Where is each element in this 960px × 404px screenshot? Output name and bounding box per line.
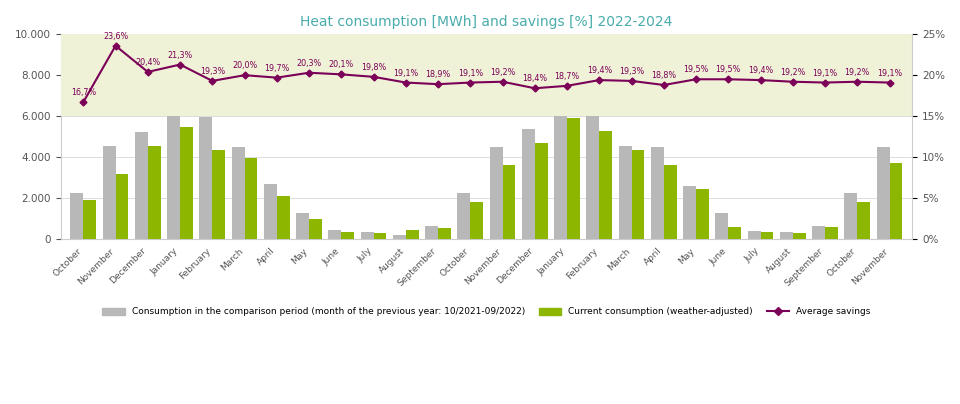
Bar	[599, 131, 612, 239]
Text: 19,3%: 19,3%	[200, 67, 225, 76]
Bar	[231, 147, 245, 239]
Text: 19,2%: 19,2%	[780, 68, 805, 77]
Text: 19,3%: 19,3%	[619, 67, 644, 76]
Bar	[490, 147, 503, 239]
Bar	[406, 230, 419, 239]
Text: 21,3%: 21,3%	[167, 50, 193, 60]
Text: 20,3%: 20,3%	[297, 59, 322, 68]
Text: 19,2%: 19,2%	[845, 68, 870, 77]
Bar	[425, 226, 438, 239]
Text: 18,8%: 18,8%	[651, 71, 677, 80]
Bar	[457, 193, 470, 239]
Bar	[567, 118, 580, 239]
Bar	[200, 117, 212, 239]
Bar	[393, 235, 406, 239]
Text: 16,7%: 16,7%	[71, 88, 96, 97]
Bar	[276, 196, 290, 239]
Text: 18,4%: 18,4%	[522, 74, 547, 83]
Text: 19,1%: 19,1%	[394, 69, 419, 78]
Text: 23,6%: 23,6%	[103, 32, 129, 41]
Bar	[328, 230, 342, 239]
Bar	[212, 150, 226, 239]
Text: 19,7%: 19,7%	[264, 64, 290, 73]
Text: 19,8%: 19,8%	[361, 63, 386, 72]
Bar	[70, 193, 84, 239]
Bar	[845, 193, 857, 239]
Bar	[729, 227, 741, 239]
Text: 20,1%: 20,1%	[328, 61, 354, 69]
Title: Heat consumption [MWh] and savings [%] 2022-2024: Heat consumption [MWh] and savings [%] 2…	[300, 15, 673, 29]
Bar	[632, 150, 644, 239]
Bar	[342, 232, 354, 239]
Bar	[438, 228, 451, 239]
Bar	[696, 189, 709, 239]
Bar	[825, 227, 838, 239]
Text: 19,5%: 19,5%	[715, 65, 741, 74]
Bar	[618, 146, 632, 239]
Bar	[890, 164, 902, 239]
Bar	[180, 127, 193, 239]
Bar	[60, 34, 912, 116]
Bar	[103, 146, 115, 239]
Bar	[651, 147, 663, 239]
Bar	[309, 219, 322, 239]
Bar	[522, 129, 535, 239]
Text: 19,4%: 19,4%	[587, 66, 612, 75]
Text: 20,0%: 20,0%	[232, 61, 257, 70]
Text: 18,7%: 18,7%	[555, 72, 580, 81]
Bar	[135, 133, 148, 239]
Bar	[115, 174, 129, 239]
Bar	[470, 202, 483, 239]
Bar	[148, 146, 160, 239]
Bar	[503, 165, 516, 239]
Bar	[264, 185, 276, 239]
Bar	[554, 98, 567, 239]
Bar	[361, 232, 373, 239]
Bar	[167, 102, 180, 239]
Bar	[373, 233, 387, 239]
Bar	[587, 107, 599, 239]
Bar	[748, 231, 760, 239]
Bar	[812, 226, 825, 239]
Text: 19,1%: 19,1%	[812, 69, 838, 78]
Legend: Consumption in the comparison period (month of the previous year: 10/2021-09/202: Consumption in the comparison period (mo…	[99, 304, 875, 320]
Bar	[760, 232, 774, 239]
Text: 19,4%: 19,4%	[748, 66, 773, 75]
Bar	[684, 185, 696, 239]
Text: 19,5%: 19,5%	[684, 65, 708, 74]
Bar	[535, 143, 548, 239]
Bar	[84, 200, 96, 239]
Bar	[715, 213, 729, 239]
Text: 18,9%: 18,9%	[425, 70, 450, 79]
Bar	[780, 232, 793, 239]
Bar	[793, 233, 805, 239]
Text: 19,1%: 19,1%	[876, 69, 902, 78]
Text: 20,4%: 20,4%	[135, 58, 160, 67]
Bar	[245, 158, 257, 239]
Text: 19,1%: 19,1%	[458, 69, 483, 78]
Text: 19,2%: 19,2%	[490, 68, 516, 77]
Bar	[296, 213, 309, 239]
Bar	[663, 165, 677, 239]
Bar	[876, 147, 890, 239]
Bar	[857, 202, 870, 239]
